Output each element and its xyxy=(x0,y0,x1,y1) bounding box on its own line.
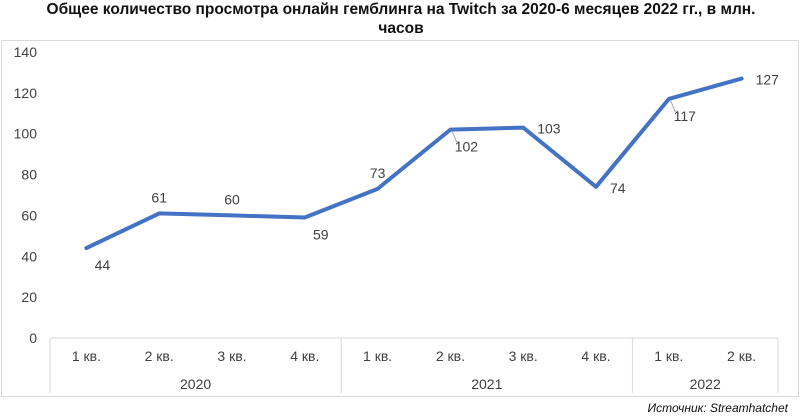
x-tick-label: 3 кв. xyxy=(217,348,246,364)
x-tick-label: 1 кв. xyxy=(363,348,392,364)
series-line xyxy=(84,76,744,251)
x-tick-label: 1 кв. xyxy=(654,348,683,364)
chart-title-line-2: часов xyxy=(378,20,424,37)
chart-title-line-1: Общее количество просмотра онлайн гембли… xyxy=(46,1,756,18)
y-tick-label: 60 xyxy=(21,207,37,223)
data-label: 61 xyxy=(151,189,167,205)
y-tick-label: 140 xyxy=(14,44,38,60)
data-label: 73 xyxy=(370,165,386,181)
data-label: 127 xyxy=(756,72,780,88)
group-label: 2020 xyxy=(180,376,211,392)
y-tick-label: 20 xyxy=(21,289,37,305)
data-label: 74 xyxy=(610,180,626,196)
y-tick-label: 120 xyxy=(14,85,38,101)
data-label: 117 xyxy=(674,108,697,124)
y-tick-label: 0 xyxy=(29,330,37,346)
chart-title: Общее количество просмотра онлайн гембли… xyxy=(0,0,802,38)
x-tick-label: 4 кв. xyxy=(290,348,319,364)
data-label: 44 xyxy=(95,257,111,273)
data-label-leader xyxy=(451,131,460,143)
data-label: 60 xyxy=(224,191,240,207)
x-tick-label: 2 кв. xyxy=(727,348,756,364)
x-tick-label: 4 кв. xyxy=(581,348,610,364)
data-label-leader xyxy=(670,100,678,112)
y-tick-label: 80 xyxy=(21,167,37,183)
group-label: 2021 xyxy=(471,376,502,392)
x-tick-label: 3 кв. xyxy=(509,348,538,364)
data-label: 102 xyxy=(455,139,479,155)
x-tick-label: 1 кв. xyxy=(72,348,101,364)
data-label: 103 xyxy=(537,121,561,137)
group-label: 2022 xyxy=(690,376,721,392)
y-tick-label: 100 xyxy=(14,126,38,142)
x-tick-label: 2 кв. xyxy=(145,348,174,364)
y-tick-label: 40 xyxy=(21,248,37,264)
data-label: 59 xyxy=(313,226,329,242)
source-note: Источник: Streamhatchet xyxy=(647,401,788,415)
x-tick-label: 2 кв. xyxy=(436,348,465,364)
chart-frame xyxy=(1,40,799,397)
